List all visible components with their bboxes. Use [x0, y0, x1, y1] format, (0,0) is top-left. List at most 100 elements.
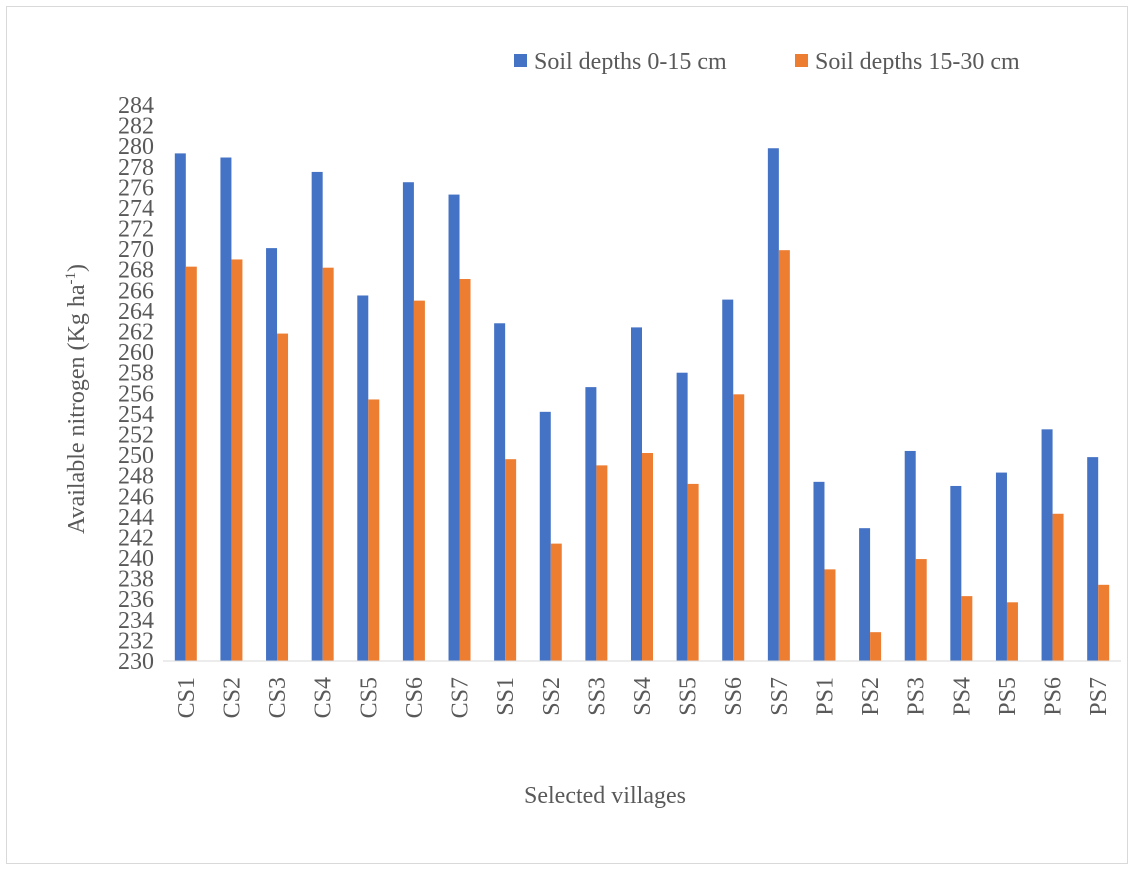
x-tick-label: SS2 — [539, 677, 565, 716]
x-tick-label: SS4 — [630, 677, 656, 716]
chart-frame: Soil depths 0-15 cm Soil depths 15-30 cm… — [6, 6, 1128, 864]
y-tick-label: 270 — [118, 237, 154, 263]
y-tick-label: 266 — [118, 278, 154, 304]
bar-cs2-series-1 — [220, 157, 232, 661]
y-tick-label: 276 — [118, 175, 154, 201]
legend-swatch-series-2 — [795, 54, 808, 67]
bar-cs1-series-1 — [174, 153, 186, 662]
bar-ss7-series-1 — [767, 148, 779, 661]
bar-ps6-series-1 — [1041, 429, 1053, 661]
y-tick-label: 278 — [118, 155, 154, 181]
x-tick-label: SS6 — [721, 677, 747, 716]
bar-ps1-series-2 — [824, 569, 836, 661]
bar-cs7-series-2 — [459, 279, 471, 661]
bar-ss5-series-1 — [676, 372, 688, 661]
y-tick-label: 282 — [118, 114, 154, 140]
x-tick-label: CS1 — [174, 677, 200, 718]
y-tick-label: 236 — [118, 587, 154, 613]
y-tick-label: 244 — [118, 505, 154, 531]
y-tick-label: 258 — [118, 361, 154, 387]
bar-ss6-series-2 — [733, 394, 745, 661]
y-axis-ticks: 2302322342362382402422442462482502522542… — [118, 93, 154, 675]
bar-ss3-series-2 — [596, 465, 608, 661]
bar-ps5-series-2 — [1006, 602, 1018, 661]
bar-cs4-series-2 — [322, 267, 334, 661]
y-tick-label: 260 — [118, 340, 154, 366]
bar-ss2-series-1 — [539, 411, 551, 661]
bar-cs7-series-1 — [448, 194, 460, 662]
x-tick-label: PS1 — [812, 677, 838, 716]
bar-ss6-series-1 — [722, 299, 734, 661]
y-tick-label: 274 — [118, 196, 154, 222]
bar-ps7-series-2 — [1098, 584, 1110, 661]
y-tick-label: 284 — [118, 93, 154, 119]
y-tick-label: 240 — [118, 546, 154, 572]
x-tick-label: PS2 — [858, 677, 884, 716]
bar-ps3-series-2 — [915, 559, 927, 661]
y-axis-title-suffix: ) — [64, 264, 90, 272]
bar-ps6-series-2 — [1052, 513, 1064, 661]
y-tick-label: 256 — [118, 381, 154, 407]
bar-ss4-series-2 — [642, 453, 653, 661]
y-tick-label: 242 — [118, 525, 154, 551]
x-tick-label: CS4 — [311, 677, 337, 718]
bar-ps2-series-1 — [859, 528, 871, 661]
y-tick-label: 280 — [118, 134, 154, 160]
bar-ps3-series-1 — [904, 450, 916, 661]
bar-cs1-series-2 — [185, 266, 197, 661]
x-tick-label: SS5 — [676, 677, 702, 716]
bar-cs6-series-2 — [413, 300, 425, 661]
legend: Soil depths 0-15 cm Soil depths 15-30 cm — [514, 49, 1020, 75]
y-tick-label: 230 — [118, 649, 154, 675]
y-axis-title: Available nitrogen (Kg ha-1) — [63, 264, 90, 534]
bar-cs4-series-1 — [311, 171, 323, 662]
bar-ps7-series-1 — [1087, 457, 1099, 661]
bar-cs3-series-2 — [277, 333, 289, 661]
x-tick-label: CS3 — [265, 677, 291, 718]
bar-ss7-series-2 — [778, 250, 790, 661]
y-tick-label: 238 — [118, 567, 154, 593]
bar-ss1-series-2 — [505, 459, 517, 661]
bar-ss1-series-1 — [494, 323, 506, 661]
bar-ss4-series-1 — [631, 327, 642, 661]
bar-cs5-series-1 — [357, 295, 369, 661]
y-tick-label: 234 — [118, 608, 154, 634]
bar-ss3-series-1 — [585, 387, 597, 661]
y-tick-label: 254 — [118, 402, 154, 428]
x-tick-label: PS6 — [1041, 677, 1067, 716]
x-tick-label: CS7 — [448, 677, 474, 718]
bar-ps1-series-1 — [813, 481, 825, 661]
y-axis-title-superscript: -1 — [63, 272, 79, 285]
y-tick-label: 232 — [118, 628, 154, 654]
x-tick-label: CS5 — [356, 677, 382, 718]
y-tick-label: 272 — [118, 217, 154, 243]
bars — [174, 148, 1110, 662]
x-tick-label: SS1 — [493, 677, 519, 716]
bar-ps4-series-2 — [961, 596, 973, 661]
legend-swatch-series-1 — [514, 54, 527, 67]
x-axis-title: Selected villages — [524, 783, 686, 809]
y-tick-label: 268 — [118, 258, 154, 284]
x-tick-label: PS3 — [904, 677, 930, 716]
bar-cs3-series-1 — [266, 248, 278, 661]
bar-cs6-series-1 — [402, 182, 414, 661]
y-tick-label: 264 — [118, 299, 154, 325]
y-tick-label: 248 — [118, 464, 154, 490]
bar-ss2-series-2 — [550, 543, 562, 661]
x-tick-label: SS3 — [584, 677, 610, 716]
bar-ps4-series-1 — [950, 485, 962, 661]
legend-label-series-2: Soil depths 15-30 cm — [815, 49, 1020, 75]
x-tick-label: PS5 — [995, 677, 1021, 716]
legend-label-series-1: Soil depths 0-15 cm — [534, 49, 727, 75]
x-tick-label: CS2 — [219, 677, 245, 718]
bar-ps5-series-1 — [995, 472, 1007, 661]
bar-chart: Soil depths 0-15 cm Soil depths 15-30 cm… — [63, 49, 1121, 809]
x-tick-label: CS6 — [402, 677, 428, 718]
y-axis-title-main: Available nitrogen (Kg ha — [64, 284, 90, 534]
y-tick-label: 252 — [118, 422, 154, 448]
x-axis-ticks: CS1 CS2 CS3 CS4 CS5 CS6 CS7 SS1 SS2 SS3 SS4 SS5 SS6 S… — [174, 677, 1112, 718]
bar-cs2-series-2 — [231, 259, 243, 661]
x-tick-label: SS7 — [767, 677, 793, 716]
x-tick-label: PS7 — [1086, 677, 1112, 716]
bar-cs5-series-2 — [368, 399, 380, 661]
